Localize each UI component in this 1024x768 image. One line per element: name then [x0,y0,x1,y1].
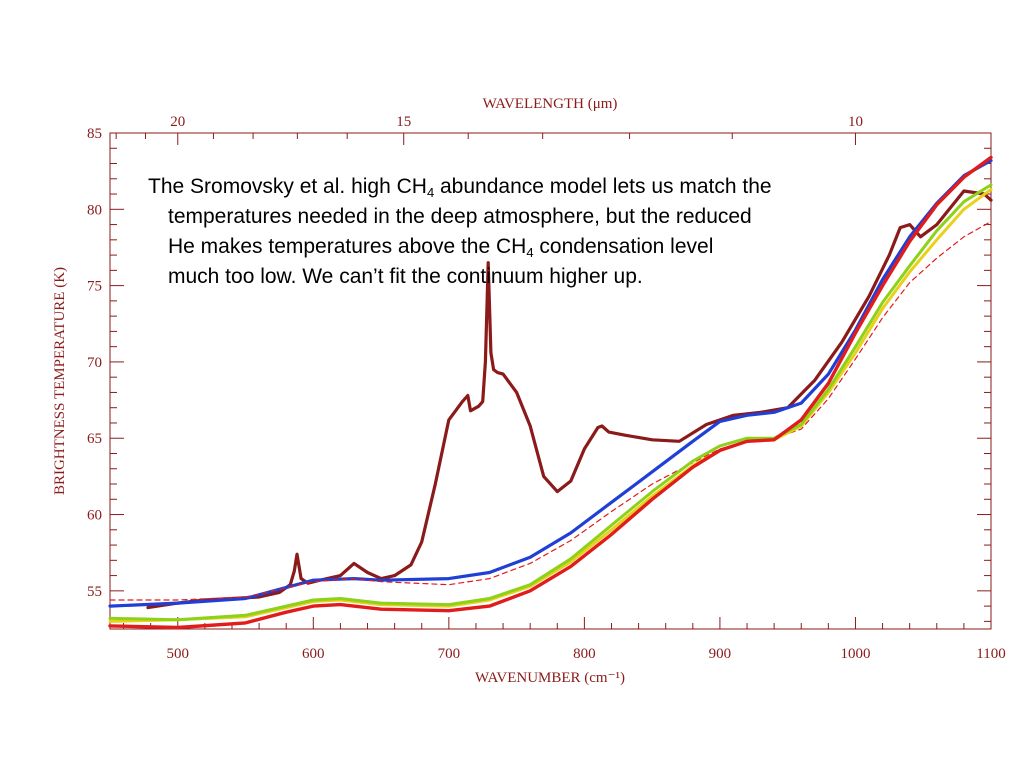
y-tick-label: 70 [87,355,102,371]
x-tick-label: 1000 [840,646,870,662]
annotation-text: The Sromovsky et al. high CH4 abundance … [148,172,928,292]
y-tick-label: 85 [87,126,102,142]
x-axis-title: WAVENUMBER (cm⁻¹) [475,670,625,686]
y-tick-label: 80 [87,202,102,218]
top-tick-label: 15 [396,114,411,130]
annotation-line-1: The Sromovsky et al. high CH4 abundance … [148,175,772,200]
x-tick-label: 500 [167,646,190,662]
x-tick-label: 600 [302,646,325,662]
series-group [108,155,993,630]
top-tick-label: 20 [170,114,185,130]
y-axis-title: BRIGHTNESS TEMPERATURE (K) [52,267,68,495]
top-tick-label: 10 [848,114,863,130]
y-tick-label: 65 [87,431,102,447]
series-line-6 [108,155,993,630]
annotation-line-2: temperatures needed in the deep atmosphe… [168,205,752,228]
series-line-2 [108,158,993,608]
y-tick-label: 55 [87,584,102,600]
y-tick-label: 75 [87,279,102,295]
top-axis-title: WAVELENGTH (μm) [483,96,618,112]
y-tick-label: 60 [87,508,102,524]
x-tick-label: 800 [573,646,596,662]
annotation-line-3: He makes temperatures above the CH4 cond… [168,235,714,260]
series-line-5 [108,183,993,622]
x-tick-label: 1100 [976,646,1005,662]
series-line-3 [109,220,992,601]
x-tick-label: 900 [709,646,732,662]
plot-frame [109,132,992,630]
annotation-line-4: much too low. We can’t fit the continuum… [168,265,643,288]
x-tick-label: 700 [438,646,461,662]
